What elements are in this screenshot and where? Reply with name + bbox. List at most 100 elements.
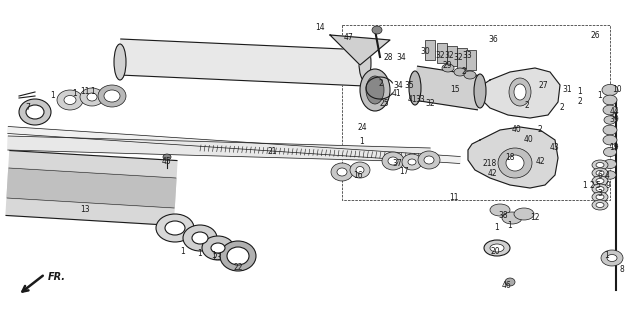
Bar	[425, 40, 435, 60]
Text: 33: 33	[462, 51, 472, 61]
Ellipse shape	[360, 69, 390, 111]
Ellipse shape	[506, 155, 524, 171]
Ellipse shape	[418, 151, 440, 169]
Ellipse shape	[592, 192, 608, 202]
Ellipse shape	[220, 241, 256, 271]
Text: 41: 41	[391, 89, 401, 98]
Bar	[466, 50, 476, 70]
Ellipse shape	[156, 214, 194, 242]
Text: 18: 18	[505, 154, 515, 163]
Text: 2: 2	[525, 100, 529, 110]
Text: 17: 17	[399, 167, 409, 176]
Polygon shape	[468, 127, 558, 188]
Text: 32: 32	[444, 51, 454, 59]
Ellipse shape	[211, 243, 225, 253]
Ellipse shape	[464, 71, 476, 79]
Text: 2: 2	[538, 126, 542, 134]
Ellipse shape	[337, 168, 347, 176]
Text: 1: 1	[495, 224, 499, 232]
Text: 41: 41	[407, 95, 417, 105]
Polygon shape	[330, 35, 390, 65]
Text: 21: 21	[268, 148, 276, 156]
Text: 1: 1	[598, 91, 602, 100]
Ellipse shape	[183, 225, 217, 251]
Text: 1: 1	[360, 137, 364, 145]
Ellipse shape	[350, 162, 370, 178]
Ellipse shape	[603, 95, 617, 105]
Text: 36: 36	[488, 35, 498, 45]
Ellipse shape	[424, 156, 434, 164]
Ellipse shape	[388, 157, 398, 165]
Text: 40: 40	[511, 126, 521, 134]
Text: 30: 30	[420, 47, 430, 57]
Ellipse shape	[604, 160, 616, 169]
Text: 24: 24	[357, 123, 367, 133]
Text: 47: 47	[343, 34, 353, 42]
Text: 43: 43	[550, 143, 560, 153]
Ellipse shape	[514, 208, 534, 220]
Ellipse shape	[165, 221, 185, 235]
Ellipse shape	[104, 90, 120, 102]
Text: FR.: FR.	[48, 272, 66, 282]
Ellipse shape	[490, 204, 510, 216]
Polygon shape	[412, 66, 483, 110]
Text: 2: 2	[559, 102, 564, 111]
Text: 42: 42	[487, 169, 497, 177]
Text: 1: 1	[582, 181, 588, 190]
Ellipse shape	[509, 78, 531, 106]
Text: 1: 1	[180, 247, 186, 257]
Text: 37: 37	[392, 159, 402, 167]
Text: 33: 33	[415, 95, 425, 105]
Ellipse shape	[402, 154, 422, 170]
Text: 1: 1	[72, 89, 77, 99]
Text: 25: 25	[379, 99, 389, 107]
Text: 23: 23	[212, 253, 222, 263]
Polygon shape	[7, 168, 176, 208]
Ellipse shape	[603, 125, 617, 135]
Text: 4: 4	[605, 171, 609, 180]
Text: 11: 11	[80, 86, 90, 95]
Text: 2: 2	[589, 181, 595, 190]
Polygon shape	[8, 127, 460, 164]
Text: 3: 3	[598, 190, 602, 198]
Text: 13: 13	[80, 205, 90, 214]
Text: 40: 40	[523, 134, 533, 143]
Text: 38: 38	[498, 210, 508, 219]
Ellipse shape	[192, 232, 208, 244]
Ellipse shape	[505, 278, 515, 286]
Text: 42: 42	[535, 158, 545, 166]
Ellipse shape	[601, 250, 623, 266]
Text: 14: 14	[315, 24, 325, 33]
Ellipse shape	[202, 236, 234, 260]
Ellipse shape	[366, 76, 384, 104]
Text: 34: 34	[393, 80, 403, 89]
Text: 32: 32	[453, 53, 463, 62]
Text: 28: 28	[383, 52, 393, 62]
Ellipse shape	[596, 178, 604, 183]
Text: 32: 32	[425, 99, 435, 107]
Text: 39: 39	[609, 116, 619, 124]
Ellipse shape	[604, 171, 616, 179]
Polygon shape	[478, 68, 560, 118]
Ellipse shape	[98, 85, 126, 107]
Ellipse shape	[603, 135, 617, 145]
Ellipse shape	[359, 45, 371, 81]
Text: 1: 1	[508, 220, 513, 230]
Ellipse shape	[64, 95, 76, 105]
Ellipse shape	[26, 105, 44, 119]
Ellipse shape	[592, 168, 608, 178]
Text: 34: 34	[396, 53, 406, 62]
Ellipse shape	[409, 71, 421, 105]
Text: 1: 1	[605, 252, 609, 261]
Text: 1: 1	[51, 91, 56, 100]
Polygon shape	[119, 39, 366, 86]
Text: 1: 1	[91, 88, 95, 96]
Ellipse shape	[604, 148, 616, 157]
Text: 11: 11	[449, 193, 459, 203]
Ellipse shape	[592, 200, 608, 210]
Ellipse shape	[603, 105, 617, 115]
Text: 1: 1	[212, 251, 216, 259]
Text: 27: 27	[538, 80, 548, 89]
Ellipse shape	[592, 176, 608, 186]
Text: 2: 2	[379, 78, 383, 88]
